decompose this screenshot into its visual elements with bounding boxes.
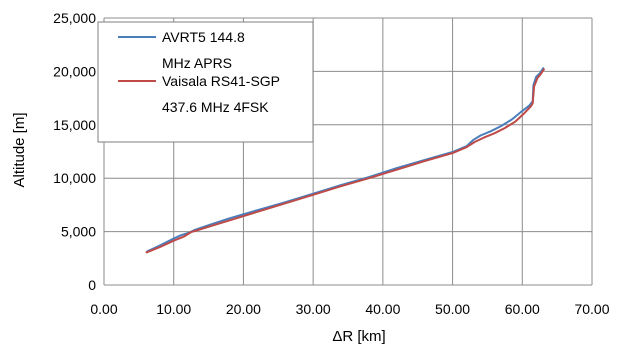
y-tick-label: 20,000: [53, 63, 96, 79]
x-tick-label: 0.00: [90, 301, 117, 317]
y-axis-ticks: 0 5,000 10,000 15,000 20,000 25,000: [53, 10, 96, 293]
y-tick-label: 5,000: [61, 224, 96, 240]
x-tick-label: 40.00: [365, 301, 400, 317]
x-axis-title: ΔR [km]: [332, 328, 385, 345]
legend-label-vaisala-line1: Vaisala RS41-SGP: [162, 73, 280, 89]
y-tick-label: 15,000: [53, 117, 96, 133]
x-tick-label: 70.00: [574, 301, 609, 317]
x-tick-label: 20.00: [226, 301, 261, 317]
series-line-1: [145, 68, 545, 254]
x-tick-label: 50.00: [435, 301, 470, 317]
legend: AVRT5 144.8 MHz APRS Vaisala RS41-SGP 43…: [97, 21, 314, 143]
y-tick-label: 10,000: [53, 170, 96, 186]
series-lines: [145, 67, 545, 254]
x-tick-label: 30.00: [296, 301, 331, 317]
y-tick-label: 25,000: [53, 10, 96, 26]
y-tick-label: 0: [88, 277, 96, 293]
y-axis-title: Altitude [m]: [11, 112, 28, 187]
x-tick-label: 10.00: [156, 301, 191, 317]
legend-label-vaisala-line2: 437.6 MHz 4FSK: [162, 99, 269, 115]
x-axis-ticks: 0.00 10.00 20.00 30.00 40.00 50.00 60.00 70.00: [90, 301, 609, 317]
legend-label-avrt5-line1: AVRT5 144.8: [162, 29, 245, 45]
x-tick-label: 60.00: [505, 301, 540, 317]
legend-label-avrt5-line2: MHz APRS: [162, 55, 232, 71]
